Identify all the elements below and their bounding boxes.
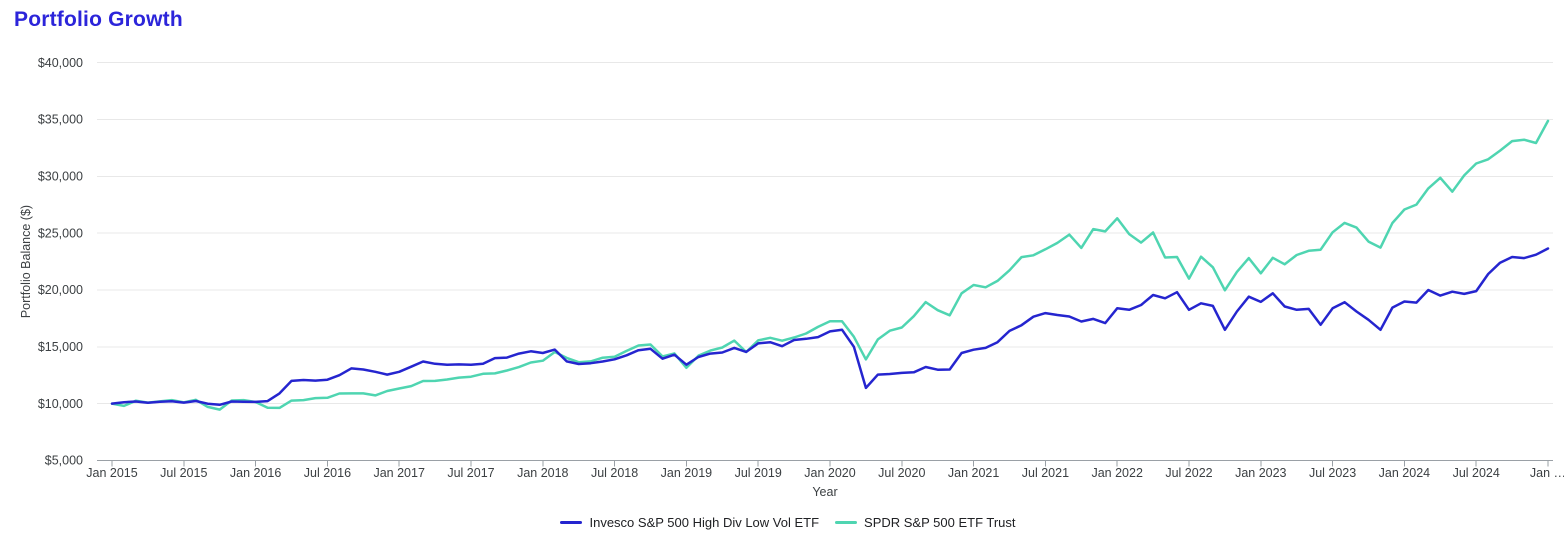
- x-axis-ticks: [111, 460, 1549, 467]
- chart-legend: Invesco S&P 500 High Div Low Vol ETF SPD…: [0, 515, 1564, 530]
- x-tick-label: Jan 2015: [86, 466, 137, 480]
- legend-item-spdr[interactable]: SPDR S&P 500 ETF Trust: [835, 515, 1016, 530]
- x-tick-label: Jan 2016: [230, 466, 281, 480]
- x-tick-label: Jan 2017: [373, 466, 424, 480]
- x-tick-label: Jan 2022: [1091, 466, 1142, 480]
- x-tick-label: Jan 2023: [1235, 466, 1286, 480]
- y-tick-label: $5,000: [45, 454, 83, 468]
- x-tick-label: Jul 2022: [1165, 466, 1212, 480]
- y-tick-label: $30,000: [38, 170, 83, 184]
- legend-item-invesco[interactable]: Invesco S&P 500 High Div Low Vol ETF: [560, 515, 819, 530]
- x-tick-label: Jul 2016: [304, 466, 351, 480]
- page-title: Portfolio Growth: [14, 8, 183, 31]
- x-tick-label: Jul 2019: [735, 466, 782, 480]
- x-axis-labels: Jan 2015 Jul 2015 Jan 2016 Jul 2016 Jan 2017…: [86, 466, 1564, 480]
- legend-label-invesco: Invesco S&P 500 High Div Low Vol ETF: [589, 515, 820, 530]
- legend-line-icon-spdr: [835, 521, 858, 524]
- y-tick-label: $20,000: [38, 283, 83, 297]
- gridlines: [97, 62, 1553, 461]
- y-axis-labels: $5,000 $10,000 $15,000 $20,000 $25,000 $30,00…: [38, 56, 83, 468]
- x-tick-label: Jul 2017: [447, 466, 494, 480]
- series-line-invesco: [110, 247, 1550, 407]
- x-tick-label: Jan 2019: [661, 466, 712, 480]
- x-tick-label: Jul 2015: [160, 466, 207, 480]
- x-tick-label: Jan …: [1530, 466, 1564, 480]
- legend-line-icon-invesco: [560, 521, 583, 524]
- x-tick-label: Jul 2018: [591, 466, 638, 480]
- y-tick-label: $25,000: [38, 226, 83, 240]
- y-axis-title: Portfolio Balance ($): [19, 205, 33, 318]
- x-tick-label: Jan 2021: [948, 466, 999, 480]
- series-line-spdr: [110, 119, 1550, 411]
- y-tick-label: $35,000: [38, 113, 83, 127]
- y-tick-label: $40,000: [38, 56, 83, 70]
- x-axis-title: Year: [812, 485, 837, 499]
- x-tick-label: Jan 2024: [1379, 466, 1430, 480]
- x-tick-label: Jan 2018: [517, 466, 568, 480]
- x-tick-label: Jul 2021: [1022, 466, 1069, 480]
- x-tick-label: Jan 2020: [804, 466, 855, 480]
- y-tick-label: $10,000: [38, 397, 83, 411]
- x-tick-label: Jul 2024: [1453, 466, 1500, 480]
- x-tick-label: Jul 2023: [1309, 466, 1356, 480]
- y-tick-label: $15,000: [38, 340, 83, 354]
- legend-label-spdr: SPDR S&P 500 ETF Trust: [864, 515, 1016, 530]
- x-tick-label: Jul 2020: [878, 466, 925, 480]
